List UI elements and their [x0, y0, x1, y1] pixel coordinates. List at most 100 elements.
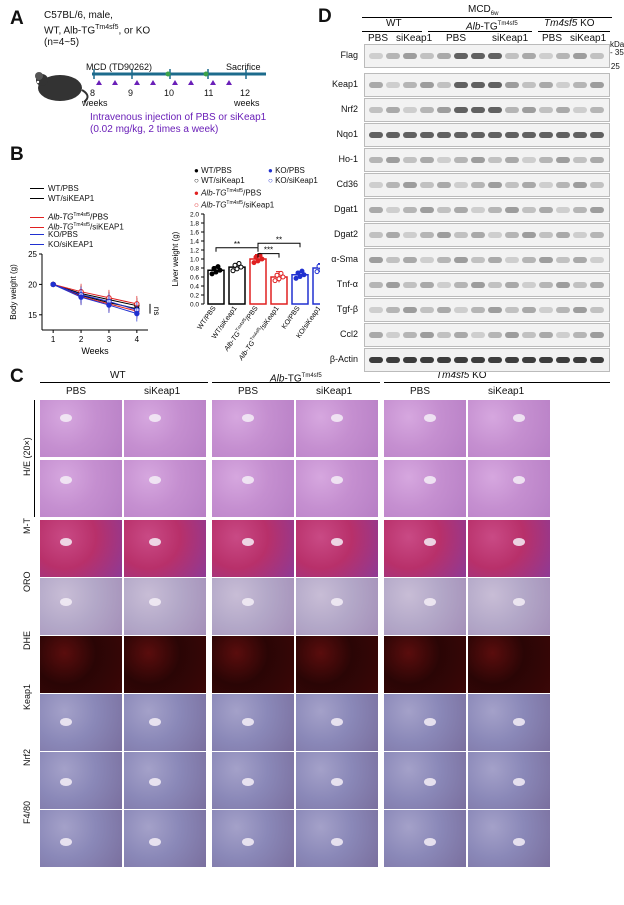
histology-image-f480-row-2: [212, 810, 294, 867]
y-tick-label: 0.4: [190, 284, 199, 291]
histology-image-f480-row-3: [296, 810, 378, 867]
legend-wt-pbs: WT/PBS: [30, 184, 160, 194]
series-point: [78, 294, 84, 300]
series-line: [52, 283, 137, 315]
x-tick-label: 4: [135, 335, 140, 344]
bar-legend-ko-sikeap1: ○ KO/siKeap1: [268, 176, 318, 185]
histology-image-keap1-row-1: [124, 694, 206, 751]
blot-sub-4: PBS: [542, 33, 563, 44]
histology-image-nrf2-row-5: [468, 752, 550, 809]
data-point: [211, 265, 217, 271]
histology-image-nrf2-row-4: [384, 752, 466, 809]
data-point: [236, 261, 242, 266]
y-tick-label: 0.0: [190, 302, 199, 309]
histology-image-mt-row-5: [468, 520, 550, 577]
x-axis-label: Weeks: [81, 346, 109, 356]
data-point: [293, 275, 299, 281]
data-point: [230, 268, 236, 274]
histology-image-dhe-row-2: [212, 636, 294, 693]
legend-alb-pbs: Alb-TGTm4sf5/PBS: [30, 210, 160, 222]
injection-text: Intravenous injection of PBS or siKeap1 …: [90, 112, 267, 135]
bar: [312, 267, 320, 305]
column-label-0: PBS: [66, 386, 87, 397]
group-wt: WT: [110, 370, 126, 381]
bar-legend-wt-pbs: ● WT/PBS: [194, 166, 232, 175]
row-label-f480: F4/80: [22, 800, 32, 824]
y-tick-label: 2.0: [190, 212, 199, 219]
blot-strip-4: [364, 148, 610, 172]
row-label-he: H/E (20×): [22, 437, 32, 476]
histology-image-mt-row-0: [40, 520, 122, 577]
mouse-n-text: (n=4~5): [44, 37, 80, 49]
blot-strip-9: [364, 273, 610, 297]
histology-image-mt-row-2: [212, 520, 294, 577]
blot-group-wt: WT: [386, 18, 402, 29]
blot-group-alb: Alb-TGTm4sf5: [466, 21, 518, 33]
category-label: Alb-TGTm4sf5/siKeap1: [236, 304, 281, 363]
y-tick-label: 20: [28, 280, 37, 289]
protein-label-8: α-Sma: [331, 254, 358, 264]
diet-label: MCD (TD90262): [86, 62, 153, 72]
x-tick-label: 3: [107, 335, 112, 344]
histology-image-mt-row-4: [384, 520, 466, 577]
histology-image-oro-row-1: [124, 578, 206, 635]
group-ko-line: [384, 382, 610, 383]
blot-sub-3: siKeap1: [492, 33, 529, 44]
histology-image-f480-row-1: [124, 810, 206, 867]
protein-label-11: Ccl2: [339, 329, 358, 339]
x-tick-label: 1: [51, 335, 56, 344]
mouse-timeline: [35, 69, 266, 103]
column-label-1: siKeap1: [144, 386, 181, 397]
histology-image-dhe-row-3: [296, 636, 378, 693]
blot-strip-3: [364, 123, 610, 147]
data-point: [276, 276, 282, 282]
series-point: [106, 302, 112, 308]
histology-image-he-row1-0: [40, 400, 122, 457]
data-point: [280, 274, 286, 280]
column-label-2: PBS: [238, 386, 259, 397]
histology-image-f480-row-4: [384, 810, 466, 867]
marker-35: - 35: [610, 48, 624, 57]
histology-image-mt-row-3: [296, 520, 378, 577]
histology-image-f480-row-0: [40, 810, 122, 867]
series-line: [52, 283, 137, 311]
x-tick-label: 2: [79, 335, 84, 344]
bar: [249, 258, 267, 305]
y-tick-label: 0.2: [190, 293, 199, 300]
histology-image-dhe-row-1: [124, 636, 206, 693]
protein-label-3: Nqo1: [336, 129, 358, 139]
histology-image-dhe-row-5: [468, 636, 550, 693]
week-11: 11: [204, 88, 214, 98]
western-blots: Flag Keap1 Nrf2 Nqo1 Ho-1 Cd36 Dgat1 Dgat2 α-Sma…: [318, 44, 610, 372]
data-point: [209, 271, 215, 277]
bar-legend-ko-pbs: ● KO/PBS: [268, 166, 305, 175]
protein-label-2: Nrf2: [340, 104, 358, 114]
y-axis-label: Body weight (g): [9, 264, 18, 320]
row-label-mt: M-T: [22, 518, 32, 534]
data-point: [238, 264, 244, 270]
he-row-bracket: [34, 400, 35, 517]
week-12: 12: [240, 88, 251, 98]
y-tick-label: 0.8: [190, 266, 199, 273]
blot-strip-7: [364, 223, 610, 247]
histology-image-nrf2-row-1: [124, 752, 206, 809]
histology-image-he-row1-2: [212, 400, 294, 457]
data-point: [299, 268, 305, 274]
blot-sub-5: siKeap1: [570, 33, 607, 44]
row-label-keap1: Keap1: [22, 683, 32, 710]
protein-label-10: Tgf-β: [336, 304, 358, 314]
weeks-word-left: weeks: [82, 98, 108, 108]
panel-c-label: C: [10, 366, 24, 387]
bar-legend-alb-sikeap1: ○ Alb-TGTm4sf5/siKeap1: [194, 200, 275, 210]
liver-weight-legend-right: ● KO/PBS ○ KO/siKeap1: [268, 166, 338, 186]
protein-label-9: Tnf-α: [336, 279, 358, 289]
histology-image-dhe-row-0: [40, 636, 122, 693]
row-label-oro: ORO: [22, 571, 32, 592]
data-point: [234, 266, 240, 272]
legend-alb-sikeap1: Alb-TGTm4sf5/siKEAP1: [30, 220, 160, 232]
histology-image-oro-row-4: [384, 578, 466, 635]
data-point: [314, 269, 320, 275]
histology-image-keap1-row-4: [384, 694, 466, 751]
group-alb-tg: Alb-TGTm4sf5: [270, 373, 322, 385]
data-point: [251, 260, 257, 266]
